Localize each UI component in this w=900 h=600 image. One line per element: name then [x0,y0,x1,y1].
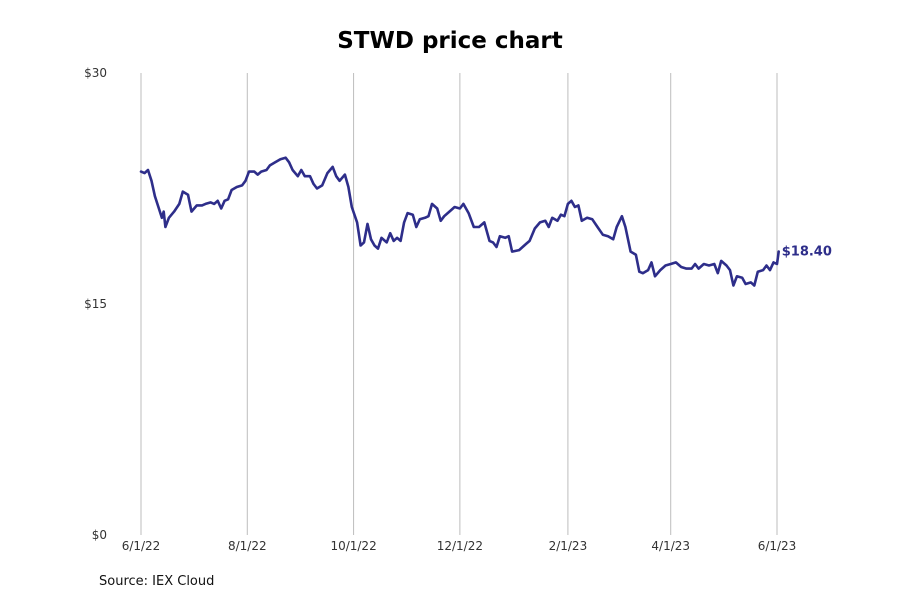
x-tick-label: 6/1/22 [122,539,161,553]
x-tick-label: 10/1/22 [330,539,376,553]
y-tick-label: $15 [84,297,107,311]
y-tick-label: $30 [84,66,107,80]
x-tick-label: 4/1/23 [651,539,690,553]
last-price-label: $18.40 [782,245,832,260]
x-tick-label: 2/1/23 [549,539,588,553]
x-tick-label: 6/1/23 [758,539,797,553]
y-tick-label: $0 [92,528,107,542]
x-tick-label: 8/1/22 [228,539,267,553]
x-tick-label: 12/1/22 [437,539,483,553]
chart-title: STWD price chart [337,28,563,54]
source-note: Source: IEX Cloud [99,574,215,589]
price-series-line [139,156,780,287]
